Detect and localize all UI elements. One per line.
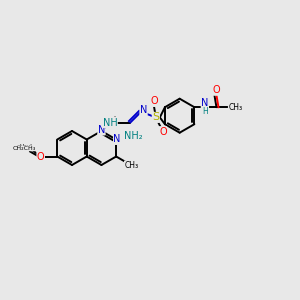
Text: NH: NH bbox=[103, 118, 117, 128]
Text: O: O bbox=[37, 152, 44, 161]
Text: NH₂: NH₂ bbox=[124, 131, 143, 141]
Text: CH₂CH₃: CH₂CH₃ bbox=[12, 146, 35, 151]
Text: ethyl: ethyl bbox=[17, 144, 33, 149]
Text: CH₃: CH₃ bbox=[124, 161, 139, 170]
Text: O: O bbox=[159, 127, 167, 136]
Text: N: N bbox=[201, 98, 208, 108]
Text: O: O bbox=[213, 85, 220, 95]
Text: N: N bbox=[140, 105, 147, 115]
Text: N: N bbox=[113, 134, 121, 145]
Text: N: N bbox=[98, 125, 105, 135]
Text: H: H bbox=[202, 107, 208, 116]
Text: S: S bbox=[152, 112, 159, 122]
Text: O: O bbox=[150, 97, 158, 106]
Text: CH₃: CH₃ bbox=[228, 103, 242, 112]
